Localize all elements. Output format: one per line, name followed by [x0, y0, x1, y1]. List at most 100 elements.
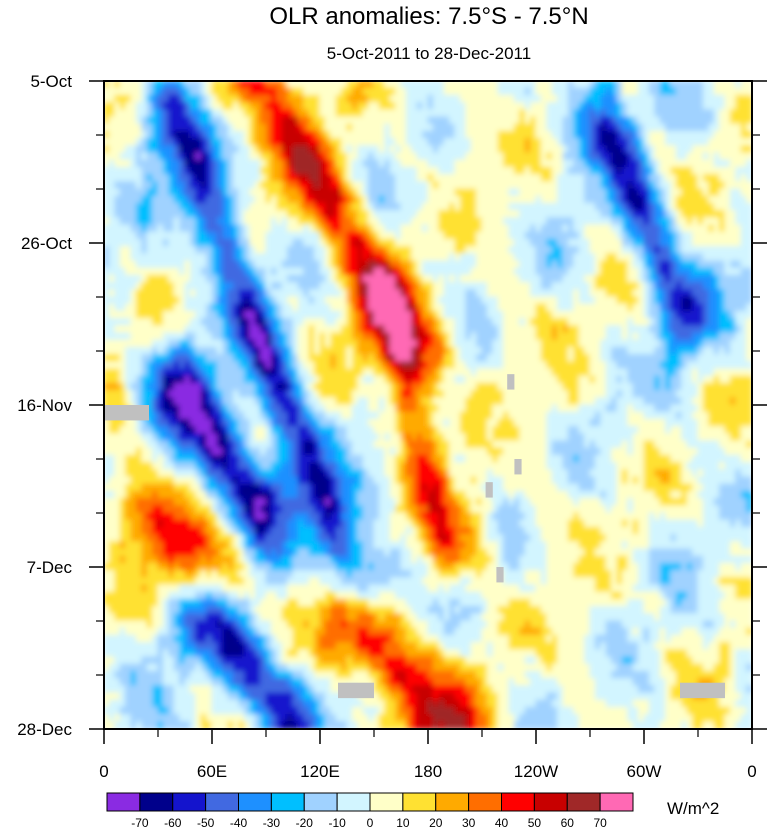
- heatmap-cell: [459, 181, 467, 190]
- heatmap-cell: [104, 102, 110, 111]
- heatmap-cell: [449, 289, 456, 298]
- heatmap-cell: [654, 87, 661, 96]
- heatmap-cell: [476, 260, 483, 269]
- heatmap-cell: [260, 202, 267, 212]
- heatmap-cell: [146, 282, 154, 291]
- heatmap-cell: [573, 274, 580, 284]
- heatmap-cell: [735, 181, 742, 190]
- heatmap-cell: [632, 303, 640, 312]
- heatmap-cell: [648, 145, 656, 154]
- heatmap-cell: [481, 81, 488, 89]
- heatmap-cell: [481, 238, 488, 248]
- heatmap-cell: [513, 210, 521, 219]
- heatmap-cell: [297, 81, 305, 89]
- heatmap-cell: [567, 152, 575, 161]
- heatmap-cell: [584, 210, 591, 219]
- heatmap-cell: [125, 231, 132, 240]
- heatmap-cell: [697, 217, 704, 226]
- heatmap-cell: [162, 145, 170, 154]
- heatmap-cell: [276, 217, 283, 226]
- heatmap-cell: [287, 267, 294, 276]
- heatmap-cell: [141, 267, 148, 276]
- heatmap-cell: [573, 210, 580, 219]
- heatmap-cell: [702, 145, 710, 154]
- heatmap-cell: [319, 87, 326, 96]
- heatmap-cell: [330, 238, 337, 248]
- heatmap-cell: [281, 94, 289, 104]
- heatmap-cell: [422, 159, 429, 168]
- heatmap-cell: [238, 109, 245, 118]
- heatmap-cell: [216, 166, 224, 176]
- heatmap-cell: [719, 238, 726, 248]
- heatmap-cell: [200, 138, 208, 147]
- heatmap-cell: [454, 123, 461, 132]
- heatmap-cell: [735, 102, 742, 111]
- heatmap-cell: [276, 145, 283, 154]
- heatmap-cell: [152, 87, 159, 96]
- heatmap-cell: [470, 116, 478, 125]
- heatmap-cell: [503, 94, 510, 104]
- heatmap-cell: [130, 289, 137, 298]
- heatmap-cell: [573, 188, 580, 197]
- heatmap-cell: [438, 145, 445, 154]
- heatmap-cell: [157, 289, 164, 298]
- heatmap-cell: [130, 130, 137, 140]
- heatmap-cell: [746, 303, 752, 312]
- heatmap-cell: [108, 296, 116, 305]
- heatmap-cell: [125, 210, 132, 219]
- heatmap-cell: [189, 123, 197, 132]
- heatmap-cell: [508, 87, 515, 96]
- heatmap-cell: [519, 87, 526, 96]
- heatmap-cell: [233, 116, 240, 125]
- heatmap-cell: [335, 303, 343, 312]
- heatmap-cell: [184, 188, 191, 197]
- heatmap-cell: [551, 94, 559, 104]
- heatmap-cell: [551, 116, 559, 125]
- heatmap-cell: [465, 282, 472, 291]
- heatmap-cell: [146, 318, 154, 327]
- heatmap-cell: [578, 94, 586, 104]
- heatmap-cell: [270, 217, 278, 226]
- heatmap-cell: [557, 303, 564, 312]
- heatmap-cell: [654, 217, 661, 226]
- heatmap-cell: [422, 210, 429, 219]
- heatmap-cell: [389, 296, 397, 305]
- heatmap-cell: [405, 289, 413, 298]
- heatmap-cell: [497, 202, 505, 212]
- heatmap-cell: [351, 130, 359, 140]
- heatmap-cell: [611, 130, 618, 140]
- heatmap-cell: [503, 109, 510, 118]
- heatmap-cell: [314, 87, 321, 96]
- heatmap-cell: [432, 210, 440, 219]
- heatmap-cell: [443, 260, 451, 269]
- heatmap-cell: [594, 138, 602, 147]
- heatmap-cell: [746, 217, 752, 226]
- heatmap-cell: [249, 210, 256, 219]
- heatmap-cell: [238, 231, 245, 240]
- heatmap-cell: [481, 181, 488, 190]
- heatmap-cell: [508, 210, 515, 219]
- heatmap-cell: [351, 174, 359, 183]
- heatmap-cell: [189, 224, 197, 233]
- heatmap-cell: [573, 289, 580, 298]
- heatmap-cell: [146, 202, 154, 212]
- heatmap-cell: [508, 138, 515, 147]
- heatmap-cell: [146, 145, 154, 154]
- heatmap-cell: [200, 246, 208, 255]
- heatmap-cell: [708, 289, 715, 298]
- heatmap-cell: [486, 195, 494, 204]
- heatmap-cell: [681, 81, 688, 89]
- heatmap-cell: [227, 102, 235, 111]
- heatmap-cell: [114, 224, 121, 233]
- heatmap-cell: [551, 310, 559, 320]
- heatmap-cell: [492, 217, 499, 226]
- heatmap-cell: [724, 246, 731, 255]
- heatmap-cell: [530, 238, 537, 248]
- heatmap-cell: [665, 145, 672, 154]
- heatmap-cell: [481, 296, 488, 305]
- heatmap-cell: [373, 260, 380, 269]
- heatmap-cell: [459, 94, 467, 104]
- heatmap-cell: [308, 138, 316, 147]
- heatmap-cell: [567, 210, 575, 219]
- heatmap-cell: [157, 202, 164, 212]
